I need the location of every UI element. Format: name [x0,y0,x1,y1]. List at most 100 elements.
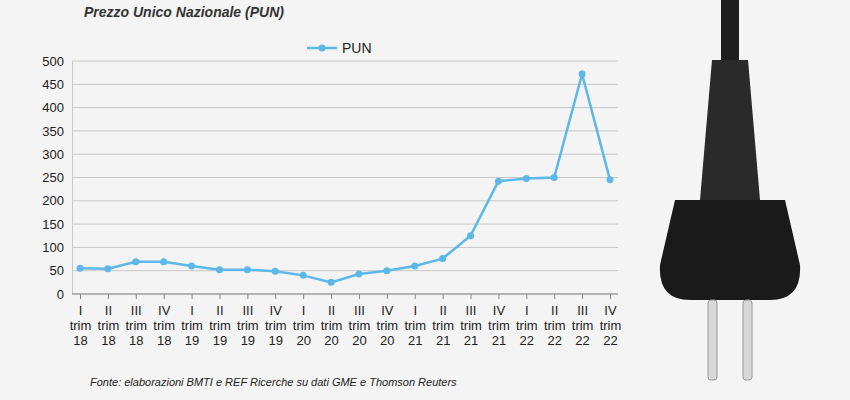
x-tick: Itrim19 [181,294,203,348]
x-tick-label: IItrim20 [321,303,343,348]
point [607,176,614,183]
point [77,265,84,272]
x-tick: IIItrim18 [125,294,147,348]
x-tick-mark [136,294,137,299]
x-tick-label: Itrim18 [70,303,92,348]
x-tick-label: IIItrim22 [572,303,594,348]
x-tick: IItrim19 [209,294,231,348]
y-axis: 050100150200250300350400450500 [42,54,72,302]
x-tick-label: IVtrim19 [265,303,287,348]
grid-line [72,84,618,85]
y-tick-label: 500 [42,54,64,69]
grid-line [72,200,618,201]
x-tick: Itrim18 [70,294,92,348]
x-tick: IItrim22 [544,294,566,348]
grid [72,61,618,294]
x-tick-mark [610,294,611,299]
x-tick: IItrim20 [321,294,343,348]
x-tick-label: IIItrim18 [125,303,147,348]
plug-pin [708,300,717,380]
x-tick-mark [303,294,304,299]
x-tick-mark [275,294,276,299]
x-tick-label: IVtrim22 [600,303,622,348]
y-tick: 400 [42,100,72,115]
point [439,255,446,262]
point [523,175,530,182]
y-tick: 0 [57,287,72,302]
grid-line [72,154,618,155]
point [132,258,139,265]
x-tick: IVtrim18 [153,294,175,348]
x-tick: Itrim21 [404,294,426,348]
y-tick-label: 400 [42,100,64,115]
x-tick-mark [219,294,220,299]
legend-marker [319,45,326,52]
x-tick-mark [192,294,193,299]
x-tick-label: IVtrim20 [377,303,399,348]
x-tick: IItrim21 [432,294,454,348]
x-tick-mark [359,294,360,299]
plug-illustration [660,0,800,380]
x-tick: IVtrim20 [377,294,399,348]
plug-sleeve [700,60,760,200]
grid-line [72,61,618,62]
x-tick: IVtrim19 [265,294,287,348]
point [272,268,279,275]
y-tick-label: 50 [50,263,64,278]
legend-label: PUN [342,40,372,56]
x-tick-mark [471,294,472,299]
x-tick-mark [498,294,499,299]
x-tick: IIItrim21 [460,294,482,348]
y-tick-label: 350 [42,124,64,139]
point [104,265,111,272]
y-tick: 500 [42,54,72,69]
x-tick-label: Itrim19 [181,303,203,348]
x-tick-label: IItrim21 [432,303,454,348]
x-tick-label: IIItrim19 [237,303,259,348]
point [467,232,474,239]
grid-line [72,130,618,131]
y-tick-label: 300 [42,147,64,162]
grid-line [72,224,618,225]
x-tick-mark [331,294,332,299]
y-tick: 150 [42,217,72,232]
point [355,270,362,277]
x-tick-mark [387,294,388,299]
background [0,0,850,400]
point [188,263,195,270]
x-tick-label: Itrim21 [404,303,426,348]
x-tick-label: Itrim20 [293,303,315,348]
grid-line [72,294,618,295]
x-tick-label: IVtrim21 [488,303,510,348]
y-tick-label: 0 [57,287,64,302]
y-tick-label: 200 [42,193,64,208]
x-axis-line [72,294,618,295]
y-tick: 200 [42,193,72,208]
x-tick: IItrim18 [98,294,120,348]
point [160,258,167,265]
x-tick-mark [164,294,165,299]
x-tick-mark [526,294,527,299]
point [244,266,251,273]
chart: 050100150200250300350400450500Itrim18IIt… [0,0,850,400]
x-tick: IIItrim22 [572,294,594,348]
source: Fonte: elaborazioni BMTI e REF Ricerche … [90,376,457,388]
x-tick-mark [108,294,109,299]
x-tick-label: IIItrim20 [349,303,371,348]
point [216,266,223,273]
y-tick-label: 150 [42,217,64,232]
y-tick: 350 [42,124,72,139]
x-tick-mark [247,294,248,299]
x-tick-mark [582,294,583,299]
point [495,178,502,185]
x-tick: Itrim20 [293,294,315,348]
x-tick-label: IItrim19 [209,303,231,348]
y-tick-label: 250 [42,170,64,185]
x-tick-label: IVtrim18 [153,303,175,348]
y-tick: 50 [50,263,72,278]
y-axis-line [72,62,73,295]
x-tick-label: IItrim18 [98,303,120,348]
y-tick-label: 100 [42,240,64,255]
x-tick-mark [80,294,81,299]
grid-line [72,107,618,108]
